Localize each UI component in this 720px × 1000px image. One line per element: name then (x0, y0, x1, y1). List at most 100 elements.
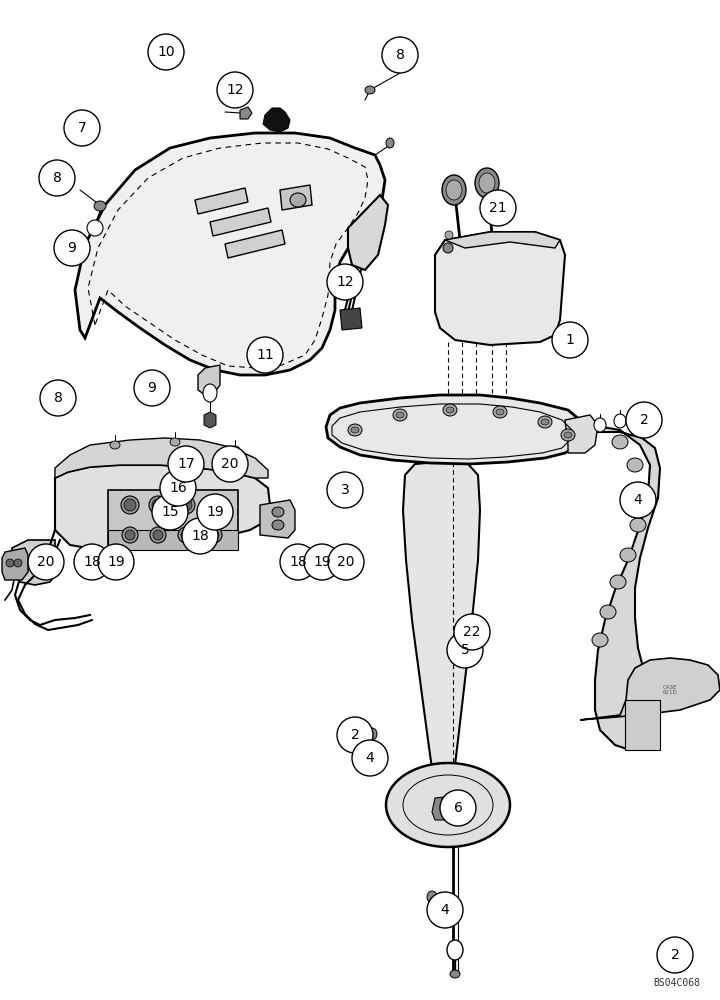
Polygon shape (340, 308, 362, 330)
Ellipse shape (121, 496, 139, 514)
Text: 4: 4 (441, 903, 449, 917)
Ellipse shape (445, 231, 453, 239)
Ellipse shape (153, 530, 163, 540)
Text: 8: 8 (395, 48, 405, 62)
Polygon shape (260, 500, 295, 538)
Polygon shape (580, 658, 720, 720)
Text: 8: 8 (53, 171, 61, 185)
Circle shape (247, 337, 283, 373)
Text: 21: 21 (489, 201, 507, 215)
Circle shape (168, 446, 204, 482)
Ellipse shape (150, 527, 166, 543)
Ellipse shape (348, 424, 362, 436)
Polygon shape (435, 232, 565, 345)
Ellipse shape (538, 416, 552, 428)
Bar (108, 530, 238, 550)
Polygon shape (210, 208, 271, 236)
Text: 2: 2 (351, 728, 359, 742)
Polygon shape (55, 438, 268, 478)
Ellipse shape (178, 527, 194, 543)
Polygon shape (555, 425, 660, 750)
Text: 19: 19 (107, 555, 125, 569)
Ellipse shape (620, 548, 636, 562)
Circle shape (620, 482, 656, 518)
Circle shape (328, 544, 364, 580)
Polygon shape (445, 232, 560, 248)
Circle shape (304, 544, 340, 580)
Circle shape (40, 380, 76, 416)
Circle shape (280, 544, 316, 580)
Text: 22: 22 (463, 625, 481, 639)
Ellipse shape (541, 419, 549, 425)
Circle shape (337, 717, 373, 753)
Circle shape (39, 160, 75, 196)
Ellipse shape (386, 138, 394, 148)
Text: 20: 20 (337, 555, 355, 569)
Ellipse shape (475, 168, 499, 198)
Polygon shape (240, 107, 252, 119)
Ellipse shape (594, 418, 606, 432)
Circle shape (382, 37, 418, 73)
Bar (625, 700, 660, 750)
Ellipse shape (610, 575, 626, 589)
Text: 9: 9 (68, 241, 76, 255)
Ellipse shape (209, 530, 219, 540)
Circle shape (182, 518, 218, 554)
Ellipse shape (393, 409, 407, 421)
Text: 15: 15 (161, 505, 179, 519)
Text: 5: 5 (461, 643, 469, 657)
Polygon shape (565, 415, 598, 453)
Ellipse shape (561, 429, 575, 441)
Ellipse shape (272, 520, 284, 530)
Ellipse shape (290, 193, 306, 207)
Text: 19: 19 (206, 505, 224, 519)
Ellipse shape (443, 243, 453, 253)
Circle shape (98, 544, 134, 580)
Ellipse shape (446, 407, 454, 413)
Circle shape (212, 446, 248, 482)
Ellipse shape (205, 496, 223, 514)
Ellipse shape (94, 201, 106, 211)
Ellipse shape (181, 530, 191, 540)
Text: 2: 2 (639, 413, 649, 427)
Ellipse shape (450, 970, 460, 978)
Ellipse shape (149, 496, 167, 514)
Circle shape (217, 72, 253, 108)
Polygon shape (280, 185, 312, 210)
Ellipse shape (177, 496, 195, 514)
Text: 18: 18 (289, 555, 307, 569)
Polygon shape (263, 108, 290, 132)
Ellipse shape (600, 605, 616, 619)
Polygon shape (432, 795, 465, 820)
Circle shape (197, 494, 233, 530)
Circle shape (54, 230, 90, 266)
Text: 6: 6 (454, 801, 462, 815)
Bar (108, 490, 238, 545)
Ellipse shape (203, 384, 217, 402)
Text: 9: 9 (148, 381, 156, 395)
Text: 1: 1 (566, 333, 575, 347)
Text: 12: 12 (226, 83, 244, 97)
Ellipse shape (152, 499, 164, 511)
Text: 20: 20 (221, 457, 239, 471)
Text: 19: 19 (313, 555, 331, 569)
Ellipse shape (592, 633, 608, 647)
Ellipse shape (367, 728, 377, 740)
Ellipse shape (446, 180, 462, 200)
Ellipse shape (14, 559, 22, 567)
Circle shape (148, 34, 184, 70)
Circle shape (160, 470, 196, 506)
Polygon shape (204, 412, 216, 428)
Polygon shape (225, 230, 285, 258)
Text: 11: 11 (256, 348, 274, 362)
Text: 7: 7 (78, 121, 86, 135)
Circle shape (64, 110, 100, 146)
Circle shape (626, 402, 662, 438)
Circle shape (327, 264, 363, 300)
Text: 18: 18 (83, 555, 101, 569)
Ellipse shape (564, 432, 572, 438)
Ellipse shape (125, 530, 135, 540)
Ellipse shape (87, 220, 103, 236)
Text: CASE
621D: CASE 621D (662, 685, 678, 695)
Circle shape (447, 632, 483, 668)
